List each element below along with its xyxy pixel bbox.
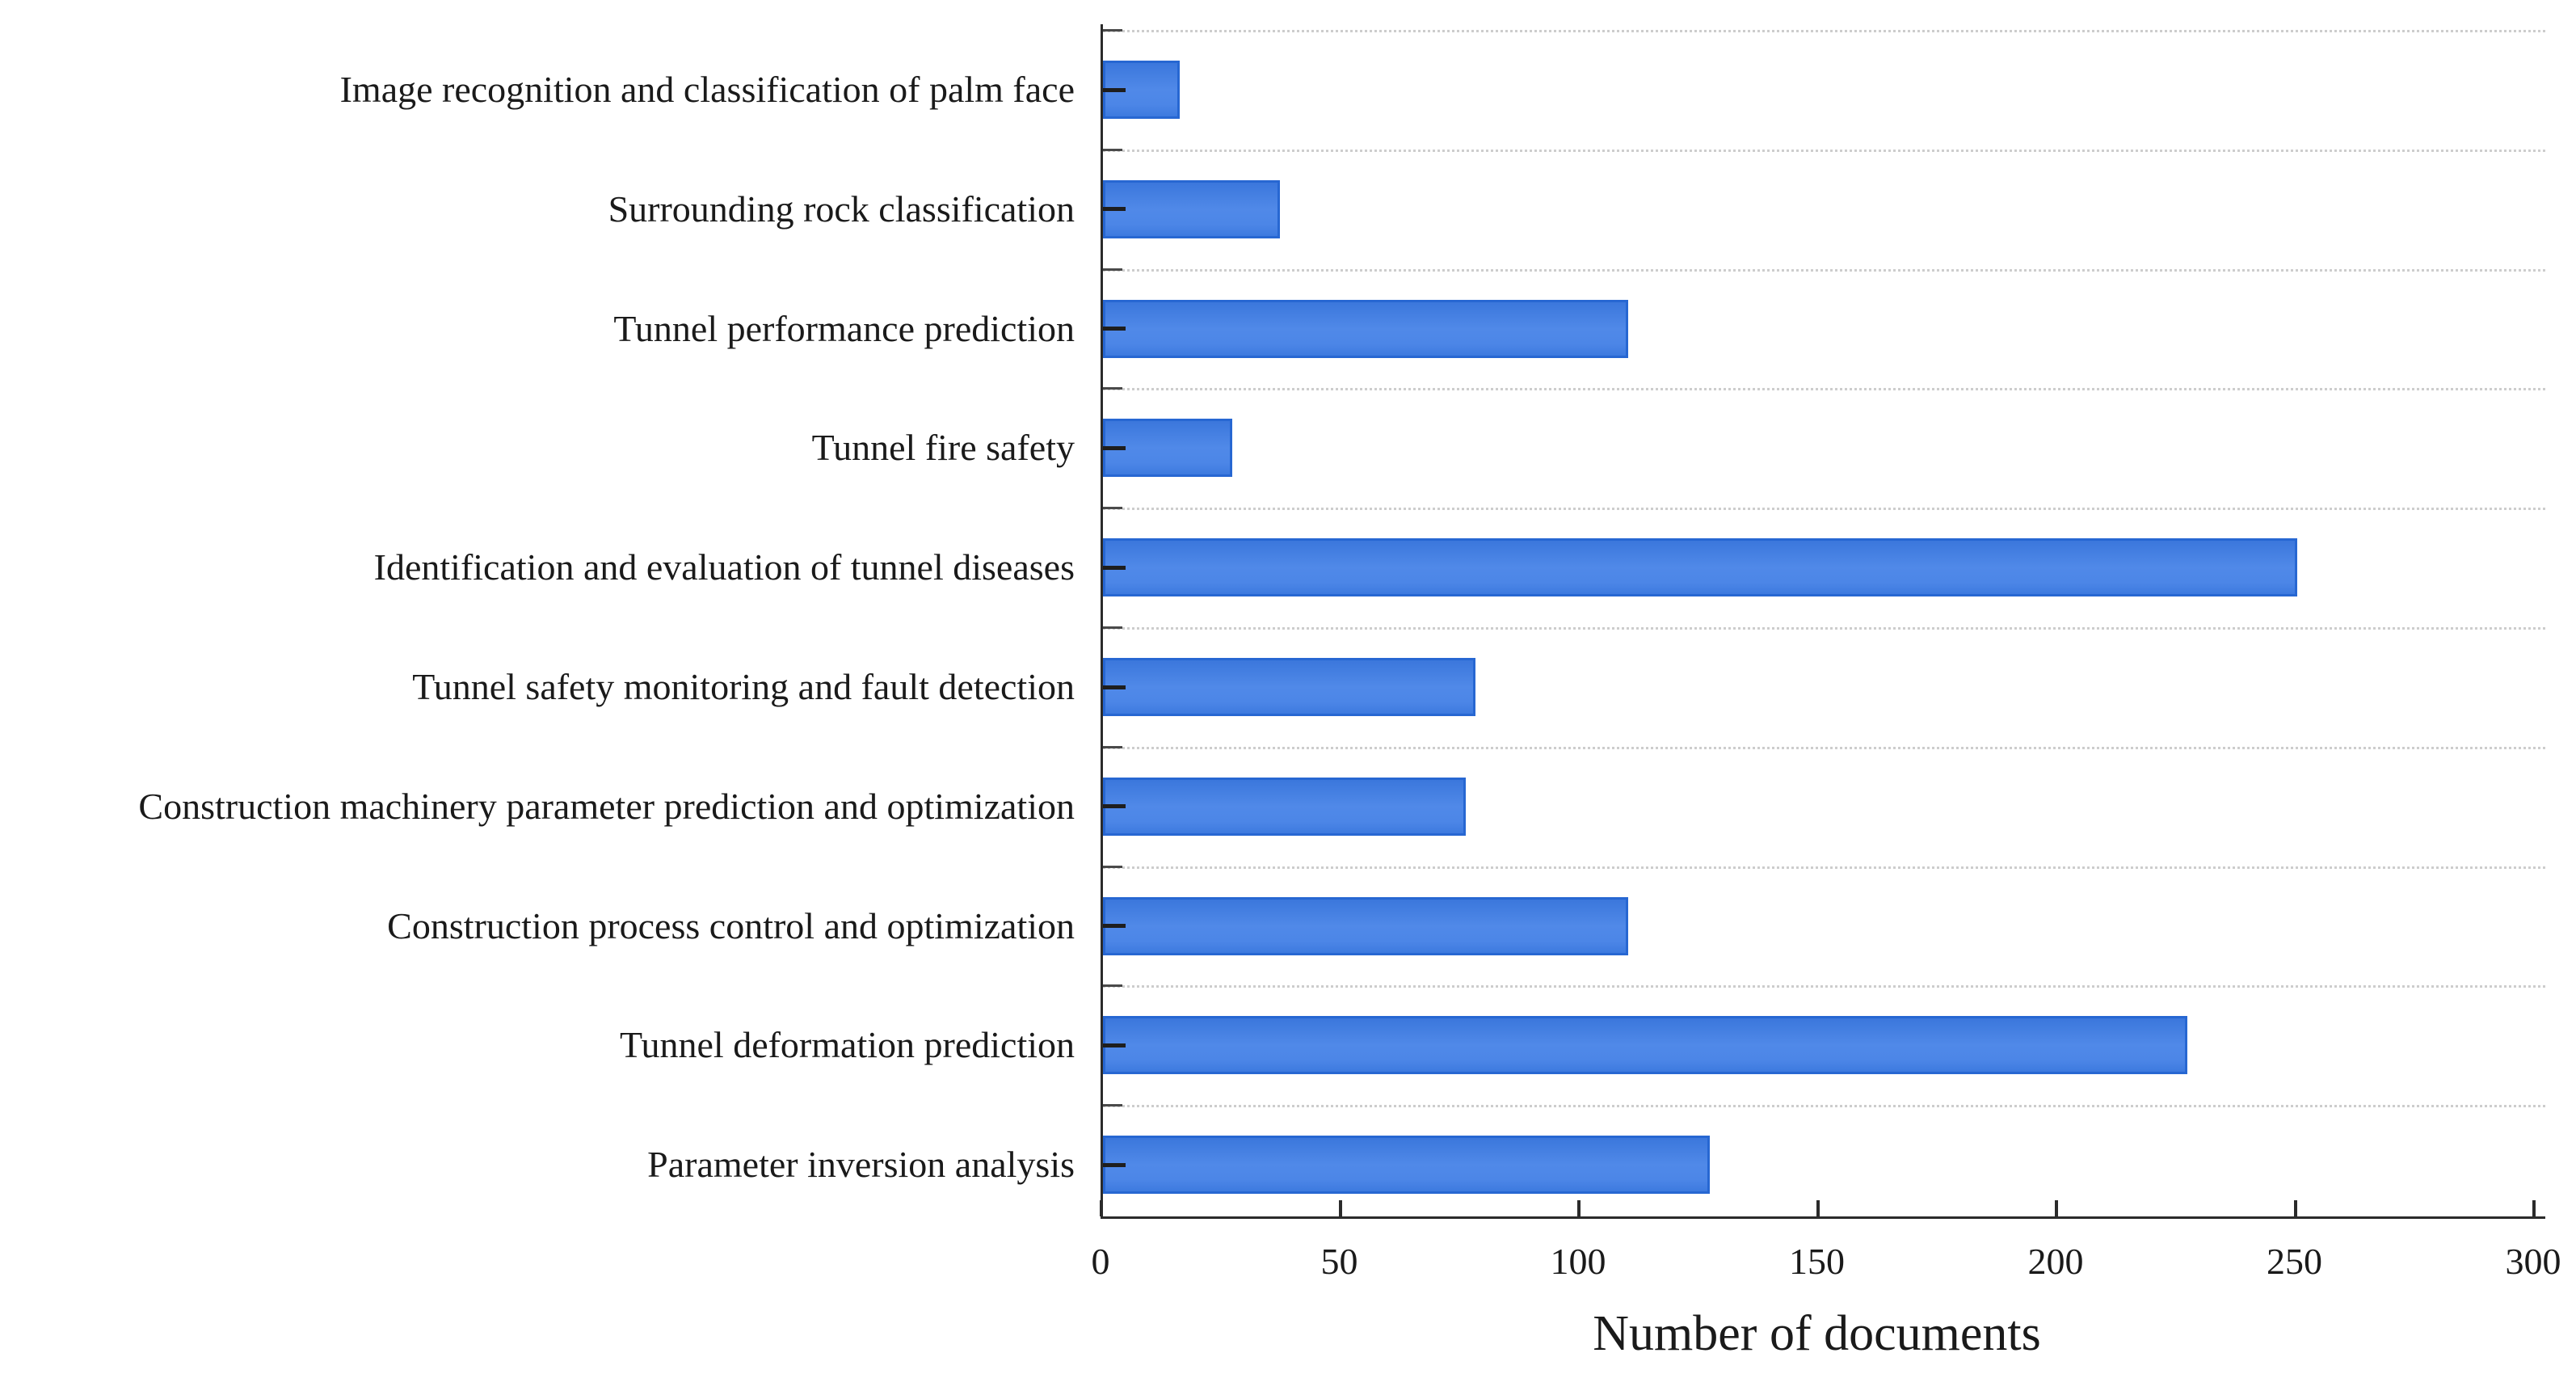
y-axis-tick — [1103, 327, 1126, 331]
y-axis-tick — [1103, 445, 1126, 450]
y-axis-minor-tick — [1103, 29, 1122, 32]
data-bar — [1103, 1136, 1710, 1195]
x-tick-label: 50 — [1320, 1241, 1358, 1282]
y-axis-tick — [1103, 924, 1126, 929]
gridline — [1103, 268, 2545, 272]
x-tick-label: 150 — [1789, 1241, 1845, 1282]
gridline — [1103, 149, 2545, 152]
y-axis-minor-tick — [1103, 745, 1122, 748]
y-axis-tick — [1103, 87, 1126, 92]
x-tick-label: 200 — [2027, 1241, 2084, 1282]
y-axis-minor-tick — [1103, 865, 1122, 868]
category-label: Tunnel performance prediction — [613, 307, 1075, 349]
x-tick-label: 250 — [2267, 1241, 2322, 1282]
x-axis-line — [1101, 1216, 2545, 1219]
y-axis-tick — [1103, 1043, 1126, 1047]
x-axis-tick — [1577, 1200, 1581, 1216]
gridline — [1103, 1105, 2545, 1108]
y-axis-minor-tick — [1103, 984, 1122, 988]
category-label: Construction machinery parameter predict… — [138, 785, 1075, 827]
data-bar — [1103, 299, 1628, 358]
y-axis-tick — [1103, 207, 1126, 212]
category-label: Image recognition and classification of … — [339, 69, 1075, 110]
y-axis-tick — [1103, 565, 1126, 570]
x-tick-label: 0 — [1091, 1241, 1110, 1282]
x-axis-tick — [2532, 1200, 2536, 1216]
x-axis-title: Number of documents — [1593, 1306, 2041, 1361]
gridline — [1103, 30, 2545, 32]
gridline — [1103, 627, 2545, 630]
x-tick-label: 300 — [2505, 1241, 2561, 1282]
y-axis-minor-tick — [1103, 268, 1122, 271]
x-axis-tick — [2293, 1200, 2297, 1216]
y-axis-minor-tick — [1103, 148, 1122, 151]
category-label: Tunnel safety monitoring and fault detec… — [412, 666, 1075, 707]
category-label: Construction process control and optimiz… — [387, 904, 1075, 946]
x-axis-tick — [2055, 1200, 2058, 1216]
category-label: Identification and evaluation of tunnel … — [373, 546, 1075, 588]
gridline — [1103, 985, 2545, 988]
x-axis-tick — [1100, 1200, 1103, 1216]
gridline — [1103, 866, 2545, 869]
category-label: Tunnel deformation prediction — [620, 1024, 1075, 1066]
y-axis-tick — [1103, 804, 1126, 809]
data-bar — [1103, 658, 1475, 716]
category-label: Surrounding rock classification — [608, 188, 1075, 230]
data-bar — [1103, 1016, 2187, 1075]
data-bar — [1103, 777, 1466, 836]
x-axis-tick — [1338, 1200, 1342, 1216]
gridline — [1103, 388, 2545, 391]
category-label: Parameter inversion analysis — [647, 1144, 1075, 1186]
gridline — [1103, 508, 2545, 511]
y-axis-minor-tick — [1103, 387, 1122, 390]
gridline — [1103, 746, 2545, 749]
y-axis-tick — [1103, 685, 1126, 689]
y-axis-line — [1101, 24, 1103, 1219]
data-bar — [1103, 538, 2297, 597]
x-tick-label: 100 — [1550, 1241, 1606, 1282]
x-axis-tick — [1816, 1200, 1820, 1216]
y-axis-minor-tick — [1103, 626, 1122, 629]
data-bar — [1103, 179, 1280, 238]
category-label: Tunnel fire safety — [811, 427, 1075, 469]
y-axis-minor-tick — [1103, 1104, 1122, 1107]
data-bar — [1103, 896, 1628, 955]
y-axis-tick — [1103, 1162, 1126, 1167]
y-axis-minor-tick — [1103, 507, 1122, 510]
